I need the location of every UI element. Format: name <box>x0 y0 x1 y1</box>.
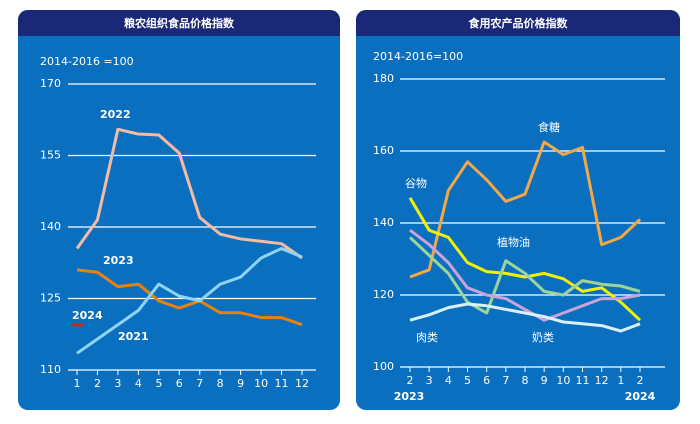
x-tick-label: 1 <box>617 374 624 387</box>
x-tick-label: 9 <box>237 377 244 390</box>
series-label: 2021 <box>118 330 149 343</box>
line-series <box>408 236 641 315</box>
y-tick-label: 140 <box>373 216 394 229</box>
y-tick-label: 125 <box>40 292 61 305</box>
x-tick-label: 10 <box>254 377 268 390</box>
year-label: 2023 <box>394 390 425 403</box>
chart-title: 粮农组织食品价格指数 <box>124 16 235 30</box>
year-label: 2024 <box>625 390 656 403</box>
x-tick-label: 11 <box>576 374 590 387</box>
series-label: 谷物 <box>405 176 427 190</box>
line-series <box>76 246 303 355</box>
line-series <box>409 302 641 333</box>
x-tick-label: 6 <box>176 377 183 390</box>
x-tick-label: 6 <box>483 374 490 387</box>
series-label: 肉类 <box>416 330 438 344</box>
panel <box>356 10 680 410</box>
line-series <box>409 229 641 322</box>
x-tick-label: 2 <box>637 374 644 387</box>
chart-title: 食用农产品价格指数 <box>469 16 569 30</box>
line-series <box>76 268 303 327</box>
series-label: 2024 <box>72 309 103 322</box>
series-label: 植物油 <box>497 235 530 249</box>
x-tick-label: 8 <box>217 377 224 390</box>
x-tick-label: 7 <box>502 374 509 387</box>
x-tick-label: 7 <box>196 377 203 390</box>
y-tick-label: 160 <box>373 144 394 157</box>
x-tick-label: 4 <box>135 377 142 390</box>
title-bar-base <box>356 26 680 36</box>
x-tick-label: 12 <box>295 377 309 390</box>
series-label: 食糖 <box>538 120 560 134</box>
line-series <box>409 140 642 279</box>
line-series <box>75 127 303 260</box>
y-tick-label: 180 <box>373 72 394 85</box>
x-tick-label: 12 <box>595 374 609 387</box>
y-tick-label: 120 <box>373 288 394 301</box>
series-label: 2022 <box>100 108 131 121</box>
series-label: 2023 <box>103 254 134 267</box>
y-tick-label: 140 <box>40 220 61 233</box>
x-tick-label: 11 <box>275 377 289 390</box>
title-bar-base <box>18 26 340 36</box>
y-tick-label: 100 <box>373 360 394 373</box>
x-tick-label: 5 <box>464 374 471 387</box>
x-tick-label: 3 <box>426 374 433 387</box>
x-tick-label: 4 <box>445 374 452 387</box>
x-tick-label: 1 <box>74 377 81 390</box>
series-label: 奶类 <box>532 330 554 344</box>
line-series <box>408 197 642 322</box>
subtitle: 2014-2016=100 <box>373 50 463 63</box>
y-tick-label: 110 <box>40 363 61 376</box>
y-tick-label: 155 <box>40 149 61 162</box>
subtitle: 2014-2016 =100 <box>40 55 134 68</box>
x-tick-label: 10 <box>556 374 570 387</box>
x-tick-label: 2 <box>407 374 414 387</box>
y-tick-label: 170 <box>40 77 61 90</box>
x-tick-label: 3 <box>114 377 121 390</box>
x-tick-label: 5 <box>155 377 162 390</box>
x-tick-label: 8 <box>522 374 529 387</box>
panel <box>18 10 340 410</box>
x-tick-label: 9 <box>541 374 548 387</box>
x-tick-label: 2 <box>94 377 101 390</box>
